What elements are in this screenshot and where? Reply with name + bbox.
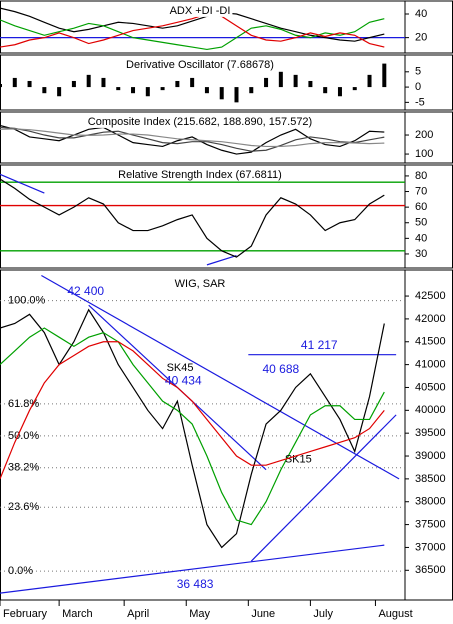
histogram-bar (131, 87, 136, 94)
histogram-bar (249, 87, 254, 94)
trend-line (250, 414, 397, 562)
y-tick-label: 37000 (415, 541, 446, 553)
panel-title: Derivative Oscillator (7.68678) (126, 59, 274, 71)
series-line (0, 308, 385, 549)
y-tick-label: -5 (415, 96, 425, 108)
y-tick-label: 40000 (415, 404, 446, 416)
series-line (0, 7, 385, 42)
histogram-bar (382, 63, 387, 88)
histogram-bar (308, 80, 313, 88)
series-line (0, 178, 385, 258)
histogram-bar (278, 71, 283, 88)
histogram-bar (71, 80, 76, 88)
panel-frame (0, 269, 453, 601)
trend-line (0, 544, 385, 594)
x-tick-label: March (62, 608, 93, 620)
annotation: 40 434 (165, 374, 202, 388)
panel-title: ADX +DI -DI (170, 5, 231, 17)
y-tick-label: 200 (415, 129, 433, 141)
histogram-bar (264, 77, 269, 88)
y-tick-label: 42500 (415, 290, 446, 302)
histogram-bar (323, 87, 328, 94)
histogram-bar (175, 80, 180, 88)
histogram-bar (352, 87, 357, 91)
series-line (0, 126, 385, 152)
annotation: 41 217 (301, 338, 338, 352)
histogram-bar (86, 74, 91, 88)
y-tick-label: 50 (415, 217, 427, 229)
series-label: SK45 (167, 362, 194, 374)
annotation: 40 688 (262, 362, 299, 376)
y-tick-label: 80 (415, 170, 427, 182)
histogram-bar (101, 77, 106, 88)
trend-line (0, 173, 45, 194)
histogram-bar (190, 77, 195, 88)
y-tick-label: 41000 (415, 359, 446, 371)
title-bg (167, 4, 233, 17)
y-tick-label: 38500 (415, 473, 446, 485)
y-tick-label: 42000 (415, 313, 446, 325)
x-tick-label: February (3, 608, 48, 620)
y-tick-label: 37500 (415, 518, 446, 530)
title-bg (172, 277, 228, 290)
histogram-bar (234, 87, 239, 103)
y-tick-label: 70 (415, 185, 427, 197)
histogram-bar (337, 87, 342, 97)
series-line (0, 128, 385, 148)
trend-line (41, 274, 400, 480)
annotation: 42 400 (67, 284, 104, 298)
histogram-bar (219, 87, 224, 100)
histogram-bar (204, 87, 209, 94)
fib-label: 23.6% (8, 501, 39, 513)
series-line (0, 327, 385, 526)
y-tick-label: 30 (415, 248, 427, 260)
y-tick-label: 39500 (415, 427, 446, 439)
series-line (0, 341, 385, 480)
y-tick-label: 39000 (415, 450, 446, 462)
y-tick-label: 40500 (415, 381, 446, 393)
histogram-bar (293, 74, 298, 88)
y-tick-label: 41500 (415, 336, 446, 348)
histogram-bar (145, 87, 150, 97)
y-tick-label: 40 (415, 232, 427, 244)
panel-title: Composite Index (215.682, 188.890, 157.5… (88, 116, 312, 128)
annotation: 36 483 (177, 577, 214, 591)
y-tick-label: 60 (415, 201, 427, 213)
y-tick-label: 36500 (415, 564, 446, 576)
x-tick-label: April (127, 608, 149, 620)
fib-label: 50.0% (8, 430, 39, 442)
x-tick-label: August (378, 608, 412, 620)
fib-label: 100.0% (8, 295, 46, 307)
histogram-bar (12, 77, 17, 88)
y-tick-label: 38000 (415, 496, 446, 508)
title-bg (124, 58, 276, 71)
series-line (0, 18, 385, 51)
x-tick-label: June (251, 608, 275, 620)
histogram-bar (116, 87, 121, 91)
series-line (0, 13, 385, 48)
x-tick-label: May (189, 608, 210, 620)
fib-label: 38.2% (8, 462, 39, 474)
trend-line (206, 254, 237, 266)
histogram-bar (57, 87, 62, 97)
x-tick-label: July (313, 608, 333, 620)
y-tick-label: 0 (415, 81, 421, 93)
y-tick-label: 100 (415, 148, 433, 160)
histogram-bar (367, 74, 372, 88)
y-tick-label: 40 (415, 8, 427, 20)
histogram-bar (160, 87, 165, 91)
y-tick-label: 20 (415, 32, 427, 44)
y-tick-label: 5 (415, 66, 421, 78)
fib-label: 0.0% (8, 565, 33, 577)
histogram-bar (42, 87, 47, 94)
series-label: SK15 (285, 454, 312, 466)
title-bg (116, 168, 284, 181)
panel-title: WIG, SAR (175, 278, 226, 290)
histogram-bar (27, 80, 32, 88)
panel-title: Relative Strength Index (67.6811) (118, 169, 282, 181)
title-bg (85, 115, 315, 128)
histogram-bar (0, 84, 2, 88)
